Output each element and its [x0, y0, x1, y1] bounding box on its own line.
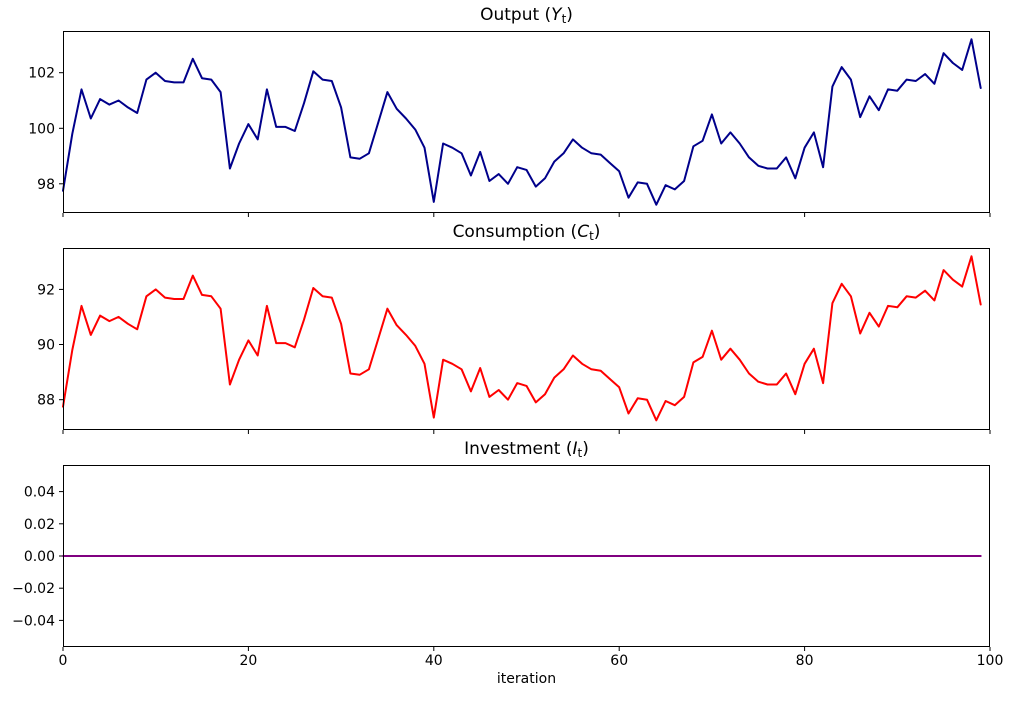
investment-chart-title: Investment (It) [63, 437, 990, 461]
y-tick-label: 0.02 [24, 517, 55, 533]
x-tick-label: 20 [239, 653, 257, 669]
consumption-chart: Consumption (Ct) 88 90 92 [37, 222, 991, 434]
y-tick-label: 102 [28, 66, 55, 82]
y-tick-label: −0.02 [12, 581, 55, 597]
title-close: ) [582, 439, 589, 459]
y-tick-label: 100 [28, 121, 55, 137]
title-sub: t [561, 12, 567, 26]
investment-chart: Investment (It) 0 20 40 60 80 100 −0.04 −0.02 0.… [12, 439, 1003, 669]
output-plot-area: 98 100 102 [28, 31, 991, 217]
title-sub: t [577, 446, 583, 460]
y-tick-label: 98 [37, 177, 55, 193]
consumption-series-line [62, 255, 982, 422]
title-text: Output ( [480, 5, 552, 25]
x-tick-label: 0 [59, 653, 68, 669]
y-tick-label: 90 [37, 338, 55, 354]
title-close: ) [593, 222, 601, 242]
output-chart-title: Output (Yt) [63, 3, 990, 27]
x-tick-label: 60 [610, 653, 628, 669]
output-series-line [62, 38, 982, 206]
consumption-plot-area: 88 90 92 [37, 248, 991, 434]
title-var: I [572, 439, 578, 459]
y-tick-label: 0.04 [24, 485, 55, 501]
title-var: C [577, 222, 590, 242]
axes-frame [63, 465, 990, 647]
consumption-chart-title: Consumption (Ct) [63, 220, 990, 244]
y-tick-label: 92 [37, 282, 55, 298]
title-text: Consumption ( [452, 222, 578, 242]
title-close: ) [566, 5, 573, 25]
y-tick-label: −0.04 [12, 613, 55, 629]
title-text: Investment ( [464, 439, 573, 459]
axes-frame [63, 248, 990, 430]
x-tick-label: 80 [796, 653, 814, 669]
y-tick-label: 88 [37, 393, 55, 409]
investment-plot-area: 0 20 40 60 80 100 −0.04 −0.02 0.00 0.02 0.04 [12, 465, 1003, 669]
title-var: Y [551, 5, 562, 25]
x-tick-label: 40 [425, 653, 443, 669]
axes-frame [63, 31, 990, 213]
x-tick-label: 100 [977, 653, 1004, 669]
y-tick-label: 0.00 [24, 549, 55, 565]
title-sub: t [589, 229, 594, 243]
output-chart: Output (Yt) 98 100 102 [28, 5, 991, 217]
x-axis-label: iteration [496, 671, 557, 687]
